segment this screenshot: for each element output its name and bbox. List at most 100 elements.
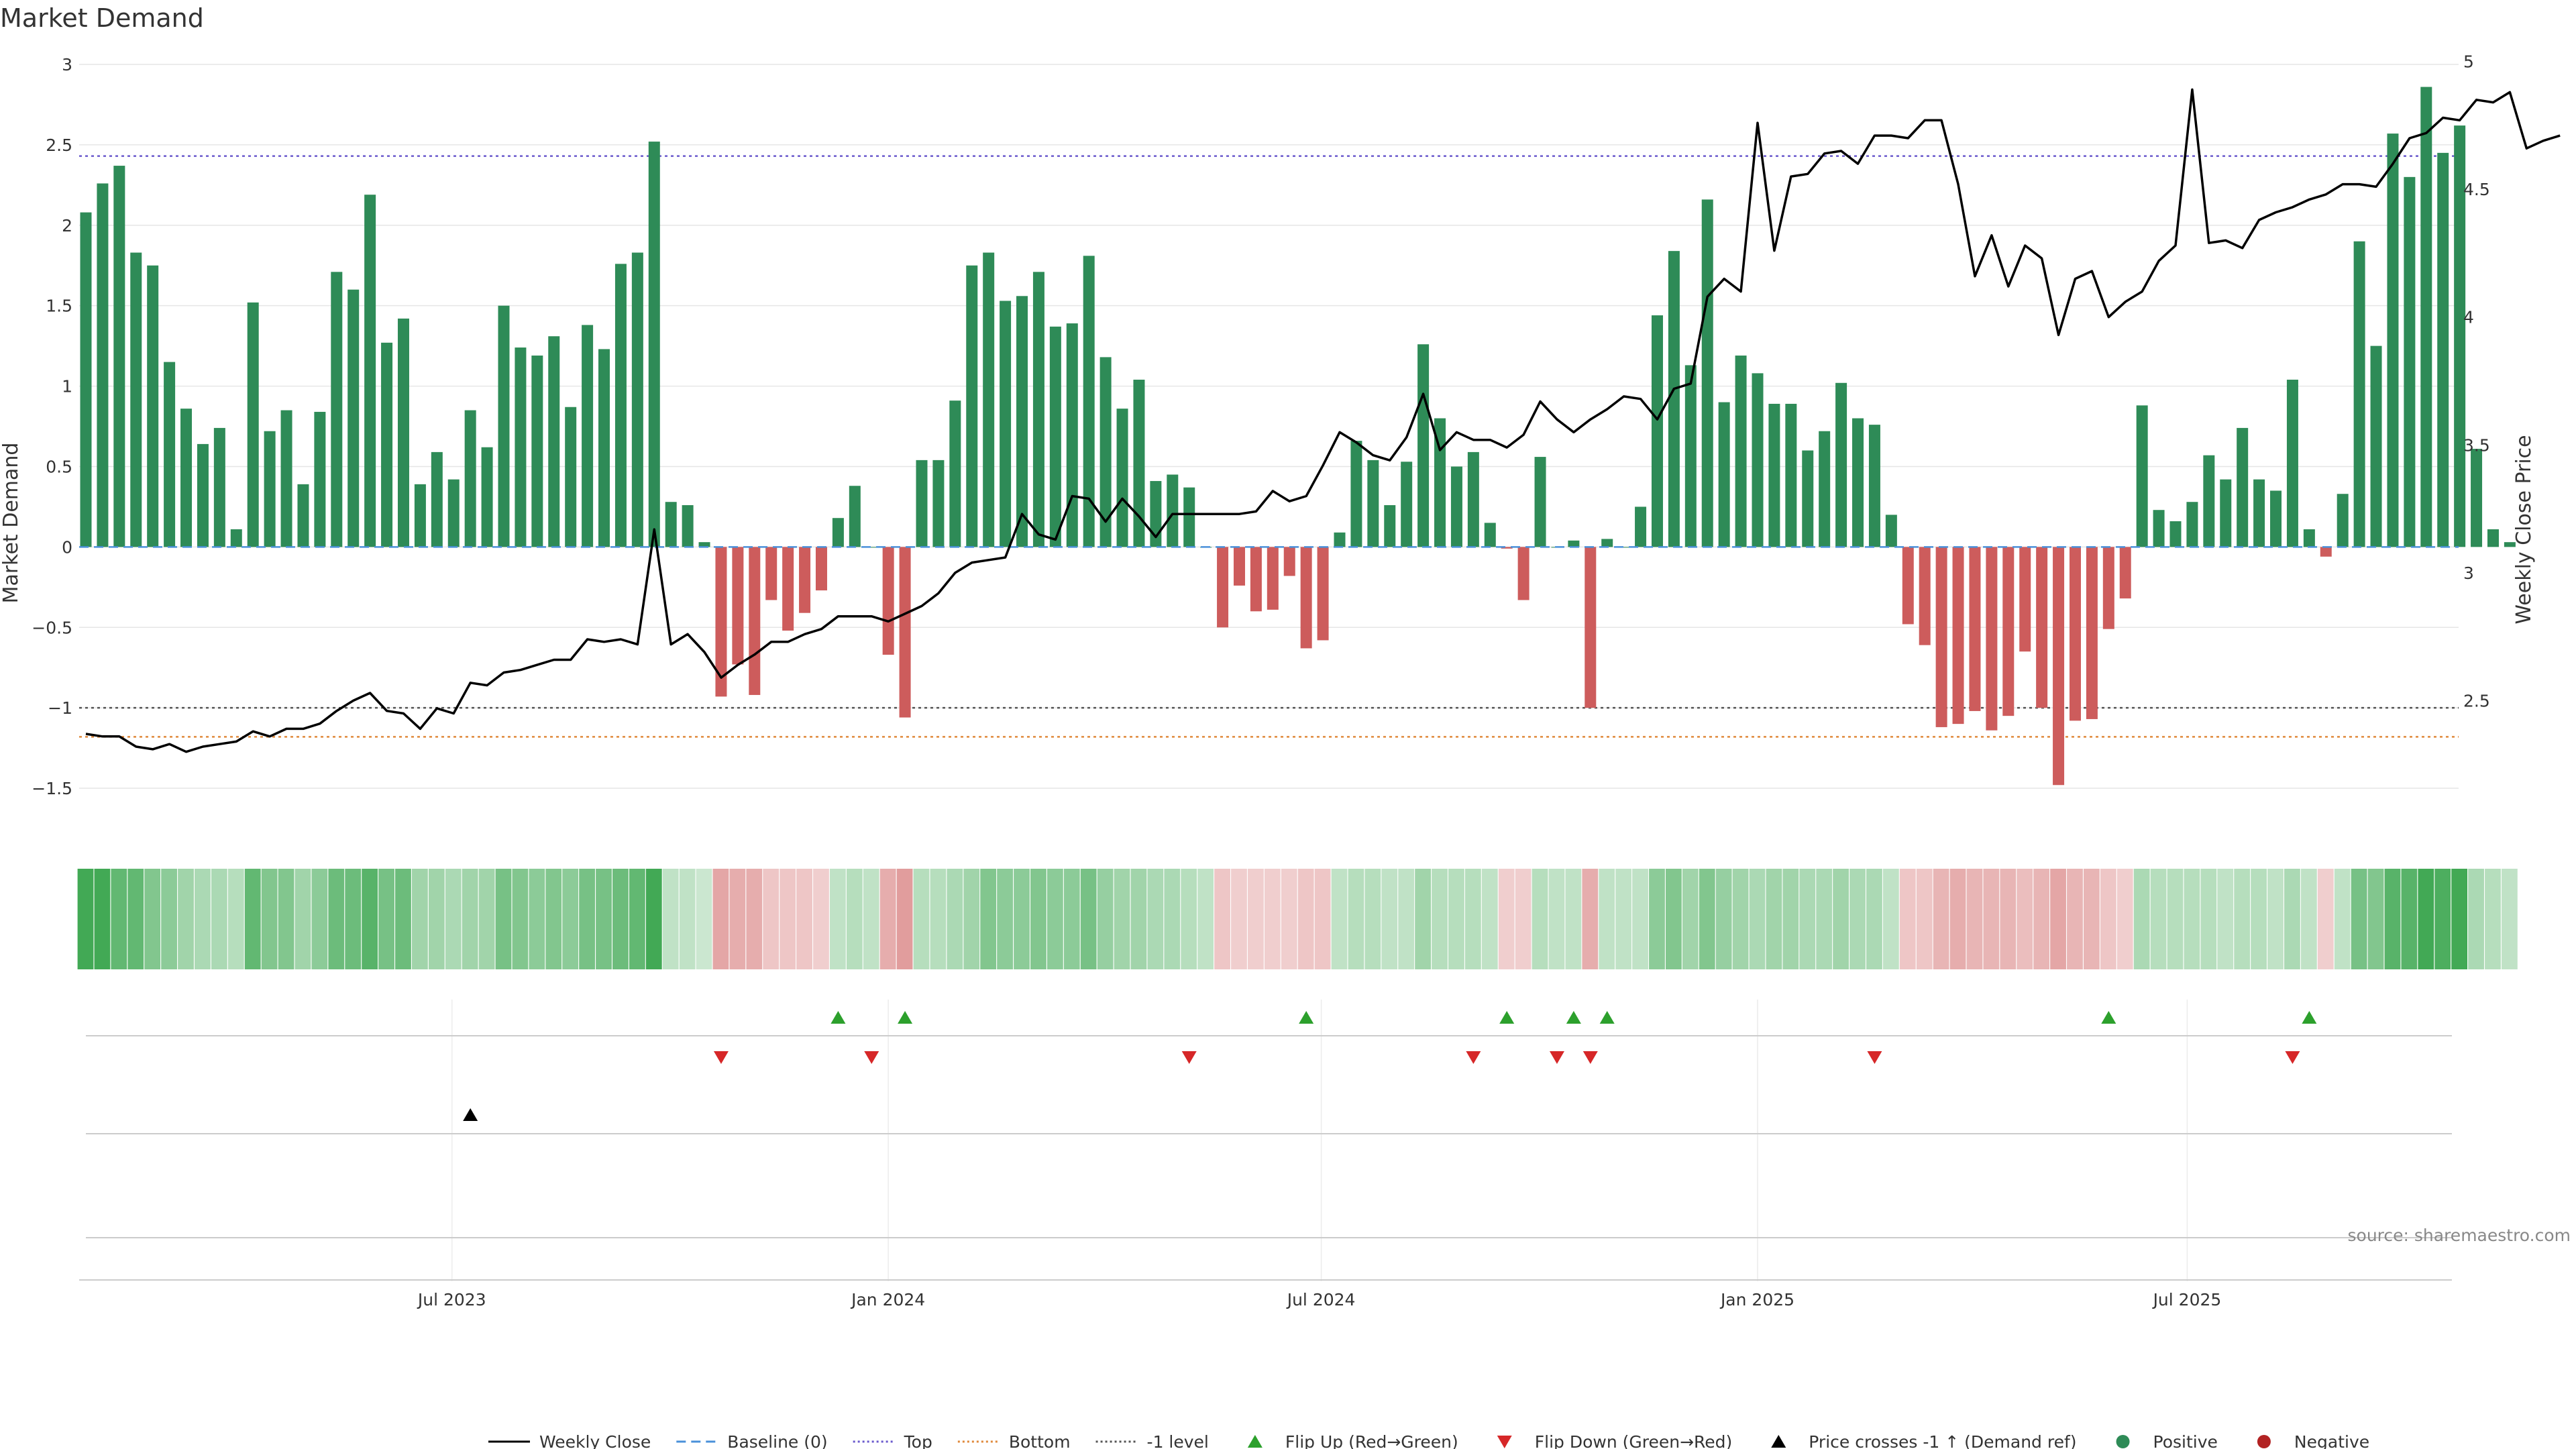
- strip-cell: [1498, 869, 1515, 969]
- positive-bar: [1768, 403, 1780, 547]
- strip-cell: [980, 869, 997, 969]
- negative-bar: [1283, 547, 1295, 576]
- positive-bar: [364, 195, 376, 547]
- price-cross-marker: [463, 1108, 478, 1121]
- strip-cell: [1381, 869, 1398, 969]
- strip-cell: [294, 869, 311, 969]
- positive-bar: [464, 410, 476, 547]
- positive-bar: [1701, 199, 1713, 547]
- positive-bar: [983, 252, 995, 547]
- y-axis-label: Market Demand: [0, 443, 23, 604]
- strip-cell: [830, 869, 846, 969]
- positive-bar: [1684, 365, 1697, 547]
- strip-cell: [2000, 869, 2017, 969]
- y-tick-label: 1.5: [46, 297, 72, 316]
- flip-down-marker: [864, 1051, 879, 1064]
- strip-cell: [1297, 869, 1314, 969]
- strip-cell: [2133, 869, 2150, 969]
- y-tick-label: 0.5: [46, 457, 72, 476]
- y-tick-label: −1.5: [32, 779, 72, 798]
- strip-cell: [278, 869, 294, 969]
- strip-cell: [596, 869, 612, 969]
- strip-cell: [1565, 869, 1582, 969]
- strip-cell: [2050, 869, 2066, 969]
- strip-cell: [763, 869, 780, 969]
- positive-bar: [431, 451, 443, 547]
- negative-bar: [2320, 547, 2332, 557]
- positive-bar: [1401, 462, 1413, 547]
- positive-bar: [2504, 542, 2516, 547]
- strip-cell: [1899, 869, 1916, 969]
- strip-cell: [1348, 869, 1364, 969]
- positive-bar: [1852, 418, 1864, 547]
- positive-bar: [197, 443, 209, 547]
- positive-bar: [631, 252, 643, 547]
- strip-cell: [462, 869, 478, 969]
- strip-cell: [2150, 869, 2167, 969]
- strip-cell: [846, 869, 863, 969]
- positive-bar: [164, 362, 176, 547]
- positive-bar: [565, 407, 577, 547]
- positive-bar: [1099, 357, 1112, 547]
- strip-cell: [2100, 869, 2116, 969]
- x-tick-label: Jul 2025: [2152, 1290, 2222, 1309]
- legend-swatch: [2257, 1435, 2271, 1448]
- positive-bar: [966, 265, 978, 547]
- flip-up-marker: [1566, 1011, 1581, 1024]
- y2-tick-label: 4.5: [2463, 180, 2490, 199]
- positive-bar: [1635, 506, 1647, 547]
- flip-down-marker: [713, 1051, 729, 1064]
- positive-bar: [80, 212, 92, 547]
- strip-cell: [1599, 869, 1615, 969]
- x-tick-label: Jan 2024: [850, 1290, 925, 1309]
- strip-cell: [1248, 869, 1264, 969]
- positive-bar: [1434, 418, 1446, 547]
- strip-cell: [612, 869, 629, 969]
- strip-cell: [127, 869, 144, 969]
- strip-cell: [1849, 869, 1866, 969]
- y-tick-label: 3: [62, 55, 72, 74]
- positive-bar: [1885, 515, 1897, 547]
- legend-label: Flip Down (Green→Red): [1535, 1432, 1733, 1449]
- legend-label: -1 level: [1147, 1432, 1209, 1449]
- strip-cell: [712, 869, 729, 969]
- negative-bar: [2002, 547, 2015, 716]
- negative-bar: [2069, 547, 2081, 721]
- strip-cell: [1548, 869, 1565, 969]
- strip-cell: [1916, 869, 1933, 969]
- strip-cell: [2200, 869, 2217, 969]
- negative-bar: [1969, 547, 1981, 711]
- flip-down-marker: [1549, 1051, 1564, 1064]
- legend-label: Negative: [2294, 1432, 2369, 1449]
- legend-swatch: [1247, 1435, 1263, 1448]
- strip-cell: [1699, 869, 1715, 969]
- positive-bar: [2370, 345, 2382, 547]
- strip-cell: [1532, 869, 1548, 969]
- negative-bar: [1250, 547, 1262, 612]
- strip-cell: [445, 869, 462, 969]
- positive-bar: [213, 427, 225, 547]
- positive-bar: [97, 183, 109, 547]
- positive-bar: [347, 289, 360, 547]
- positive-bar: [582, 325, 594, 547]
- y-tick-label: 0: [62, 537, 72, 557]
- demand-heat-strip: [77, 869, 2518, 969]
- positive-bar: [1066, 323, 1078, 547]
- positive-bar: [1651, 315, 1663, 547]
- positive-bar: [2303, 529, 2315, 547]
- negative-bar: [1517, 547, 1529, 600]
- strip-cell: [2300, 869, 2317, 969]
- strip-cell: [1749, 869, 1766, 969]
- legend-swatch: [1771, 1435, 1786, 1448]
- strip-cell: [2418, 869, 2434, 969]
- strip-cell: [328, 869, 345, 969]
- positive-bar: [1568, 540, 1580, 547]
- positive-bar: [1150, 481, 1162, 547]
- flip-up-marker: [1499, 1011, 1515, 1024]
- positive-bar: [849, 486, 861, 547]
- strip-cell: [2267, 869, 2284, 969]
- positive-bar: [2337, 494, 2349, 547]
- negative-bar: [1267, 547, 1279, 610]
- strip-cell: [796, 869, 812, 969]
- strip-cell: [1097, 869, 1114, 969]
